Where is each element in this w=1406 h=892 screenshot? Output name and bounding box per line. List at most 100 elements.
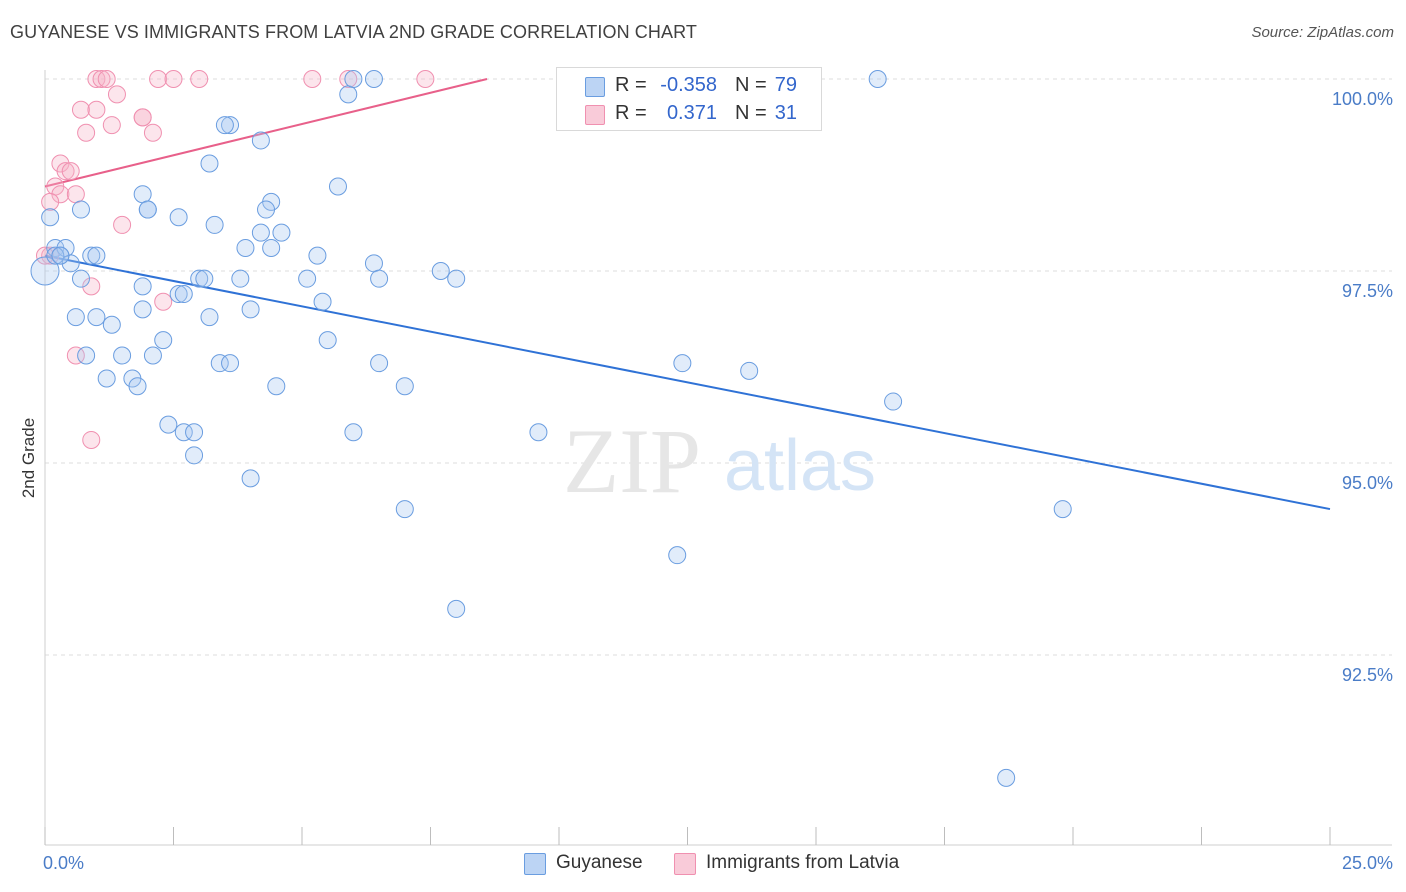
point-guyanese xyxy=(231,269,250,288)
point-latvia xyxy=(61,162,80,181)
point-guyanese xyxy=(241,300,260,319)
point-guyanese xyxy=(61,254,80,273)
point-guyanese xyxy=(370,354,389,373)
point-guyanese xyxy=(251,131,270,150)
point-guyanese xyxy=(82,246,101,265)
point-guyanese xyxy=(87,246,106,265)
chart-title: GUYANESE VS IMMIGRANTS FROM LATVIA 2ND G… xyxy=(10,22,697,42)
point-latvia xyxy=(36,246,54,265)
point-guyanese xyxy=(169,285,188,304)
point-latvia xyxy=(82,277,101,296)
point-latvia xyxy=(190,70,209,88)
source-label: Source: ZipAtlas.com xyxy=(1251,24,1394,41)
point-guyanese xyxy=(66,308,85,327)
x-tick-label: 0.0% xyxy=(43,853,84,873)
point-guyanese xyxy=(370,269,389,288)
point-guyanese xyxy=(364,254,383,273)
point-guyanese xyxy=(143,346,162,365)
point-guyanese xyxy=(740,361,759,380)
point-guyanese xyxy=(174,285,193,304)
legend-r-value: 0.371 xyxy=(666,102,717,124)
legend-swatch-latvia xyxy=(585,105,605,125)
point-latvia xyxy=(87,70,106,88)
point-latvia xyxy=(51,185,70,204)
y-tick-label: 95.0% xyxy=(1342,473,1393,493)
point-guyanese xyxy=(133,277,152,296)
point-guyanese xyxy=(251,223,270,242)
point-guyanese xyxy=(447,269,466,288)
point-latvia xyxy=(133,108,152,127)
y-tick-label: 100.0% xyxy=(1332,89,1393,109)
point-guyanese xyxy=(195,269,214,288)
point-guyanese xyxy=(1053,500,1072,519)
point-latvia xyxy=(303,70,322,88)
point-guyanese xyxy=(200,308,219,327)
point-guyanese xyxy=(71,269,90,288)
point-guyanese xyxy=(267,377,286,396)
point-latvia xyxy=(164,70,183,88)
point-guyanese xyxy=(221,354,240,373)
point-latvia xyxy=(113,215,132,234)
point-latvia xyxy=(66,185,85,204)
series-guyanese-points xyxy=(30,70,1072,787)
legend-swatch-latvia xyxy=(674,853,696,875)
axes xyxy=(44,70,1392,846)
point-guyanese xyxy=(529,423,548,442)
point-guyanese xyxy=(185,423,204,442)
point-guyanese xyxy=(133,185,152,204)
legend-r-label: R = xyxy=(615,74,647,96)
point-guyanese xyxy=(308,246,327,265)
point-latvia xyxy=(154,292,173,311)
point-latvia xyxy=(97,70,116,88)
point-latvia xyxy=(71,100,90,119)
point-guyanese xyxy=(200,154,219,173)
legend-n-label: N = xyxy=(735,74,767,96)
point-guyanese xyxy=(138,200,157,219)
legend-n-value: 79 xyxy=(774,74,797,96)
legend-n-value: 31 xyxy=(774,102,797,124)
point-guyanese xyxy=(318,331,337,350)
point-guyanese xyxy=(102,315,121,334)
point-guyanese xyxy=(51,246,70,265)
point-guyanese xyxy=(395,377,414,396)
legend-r-label: R = xyxy=(615,102,647,124)
trendline-guyanese xyxy=(44,254,1331,511)
point-guyanese xyxy=(169,208,188,227)
legend-label-guyanese: Guyanese xyxy=(556,852,643,873)
point-guyanese xyxy=(41,208,60,227)
point-guyanese xyxy=(313,292,332,311)
tick-labels: 92.5% 95.0% 97.5% 100.0% 0.0% 25.0% xyxy=(43,89,1393,873)
point-guyanese xyxy=(205,215,224,234)
point-guyanese xyxy=(344,423,363,442)
point-latvia xyxy=(339,70,358,88)
x-tick-label: 25.0% xyxy=(1342,853,1393,873)
point-latvia xyxy=(56,162,75,181)
point-guyanese xyxy=(71,200,90,219)
y-tick-label: 97.5% xyxy=(1342,281,1393,301)
point-latvia xyxy=(92,70,111,88)
point-guyanese xyxy=(174,423,193,442)
watermark-zip: ZIP xyxy=(563,410,701,512)
legend-n-label: N = xyxy=(735,102,767,124)
point-latvia xyxy=(87,100,106,119)
point-latvia xyxy=(143,123,162,142)
point-guyanese xyxy=(210,354,229,373)
point-latvia xyxy=(102,116,121,135)
gridlines xyxy=(45,78,1392,656)
y-axis-label: 2nd Grade xyxy=(19,418,38,498)
series-latvia-points xyxy=(36,70,435,449)
point-guyanese xyxy=(328,177,347,196)
point-latvia xyxy=(149,70,168,88)
legend-swatch-guyanese xyxy=(524,853,546,875)
point-guyanese xyxy=(215,116,234,135)
point-guyanese xyxy=(395,500,414,519)
point-guyanese xyxy=(884,392,903,411)
legend-swatch-guyanese xyxy=(585,77,605,97)
point-guyanese xyxy=(447,599,466,618)
point-guyanese xyxy=(113,346,132,365)
point-latvia xyxy=(416,70,435,88)
point-guyanese xyxy=(364,70,383,88)
point-guyanese xyxy=(128,377,147,396)
point-guyanese xyxy=(221,116,240,135)
